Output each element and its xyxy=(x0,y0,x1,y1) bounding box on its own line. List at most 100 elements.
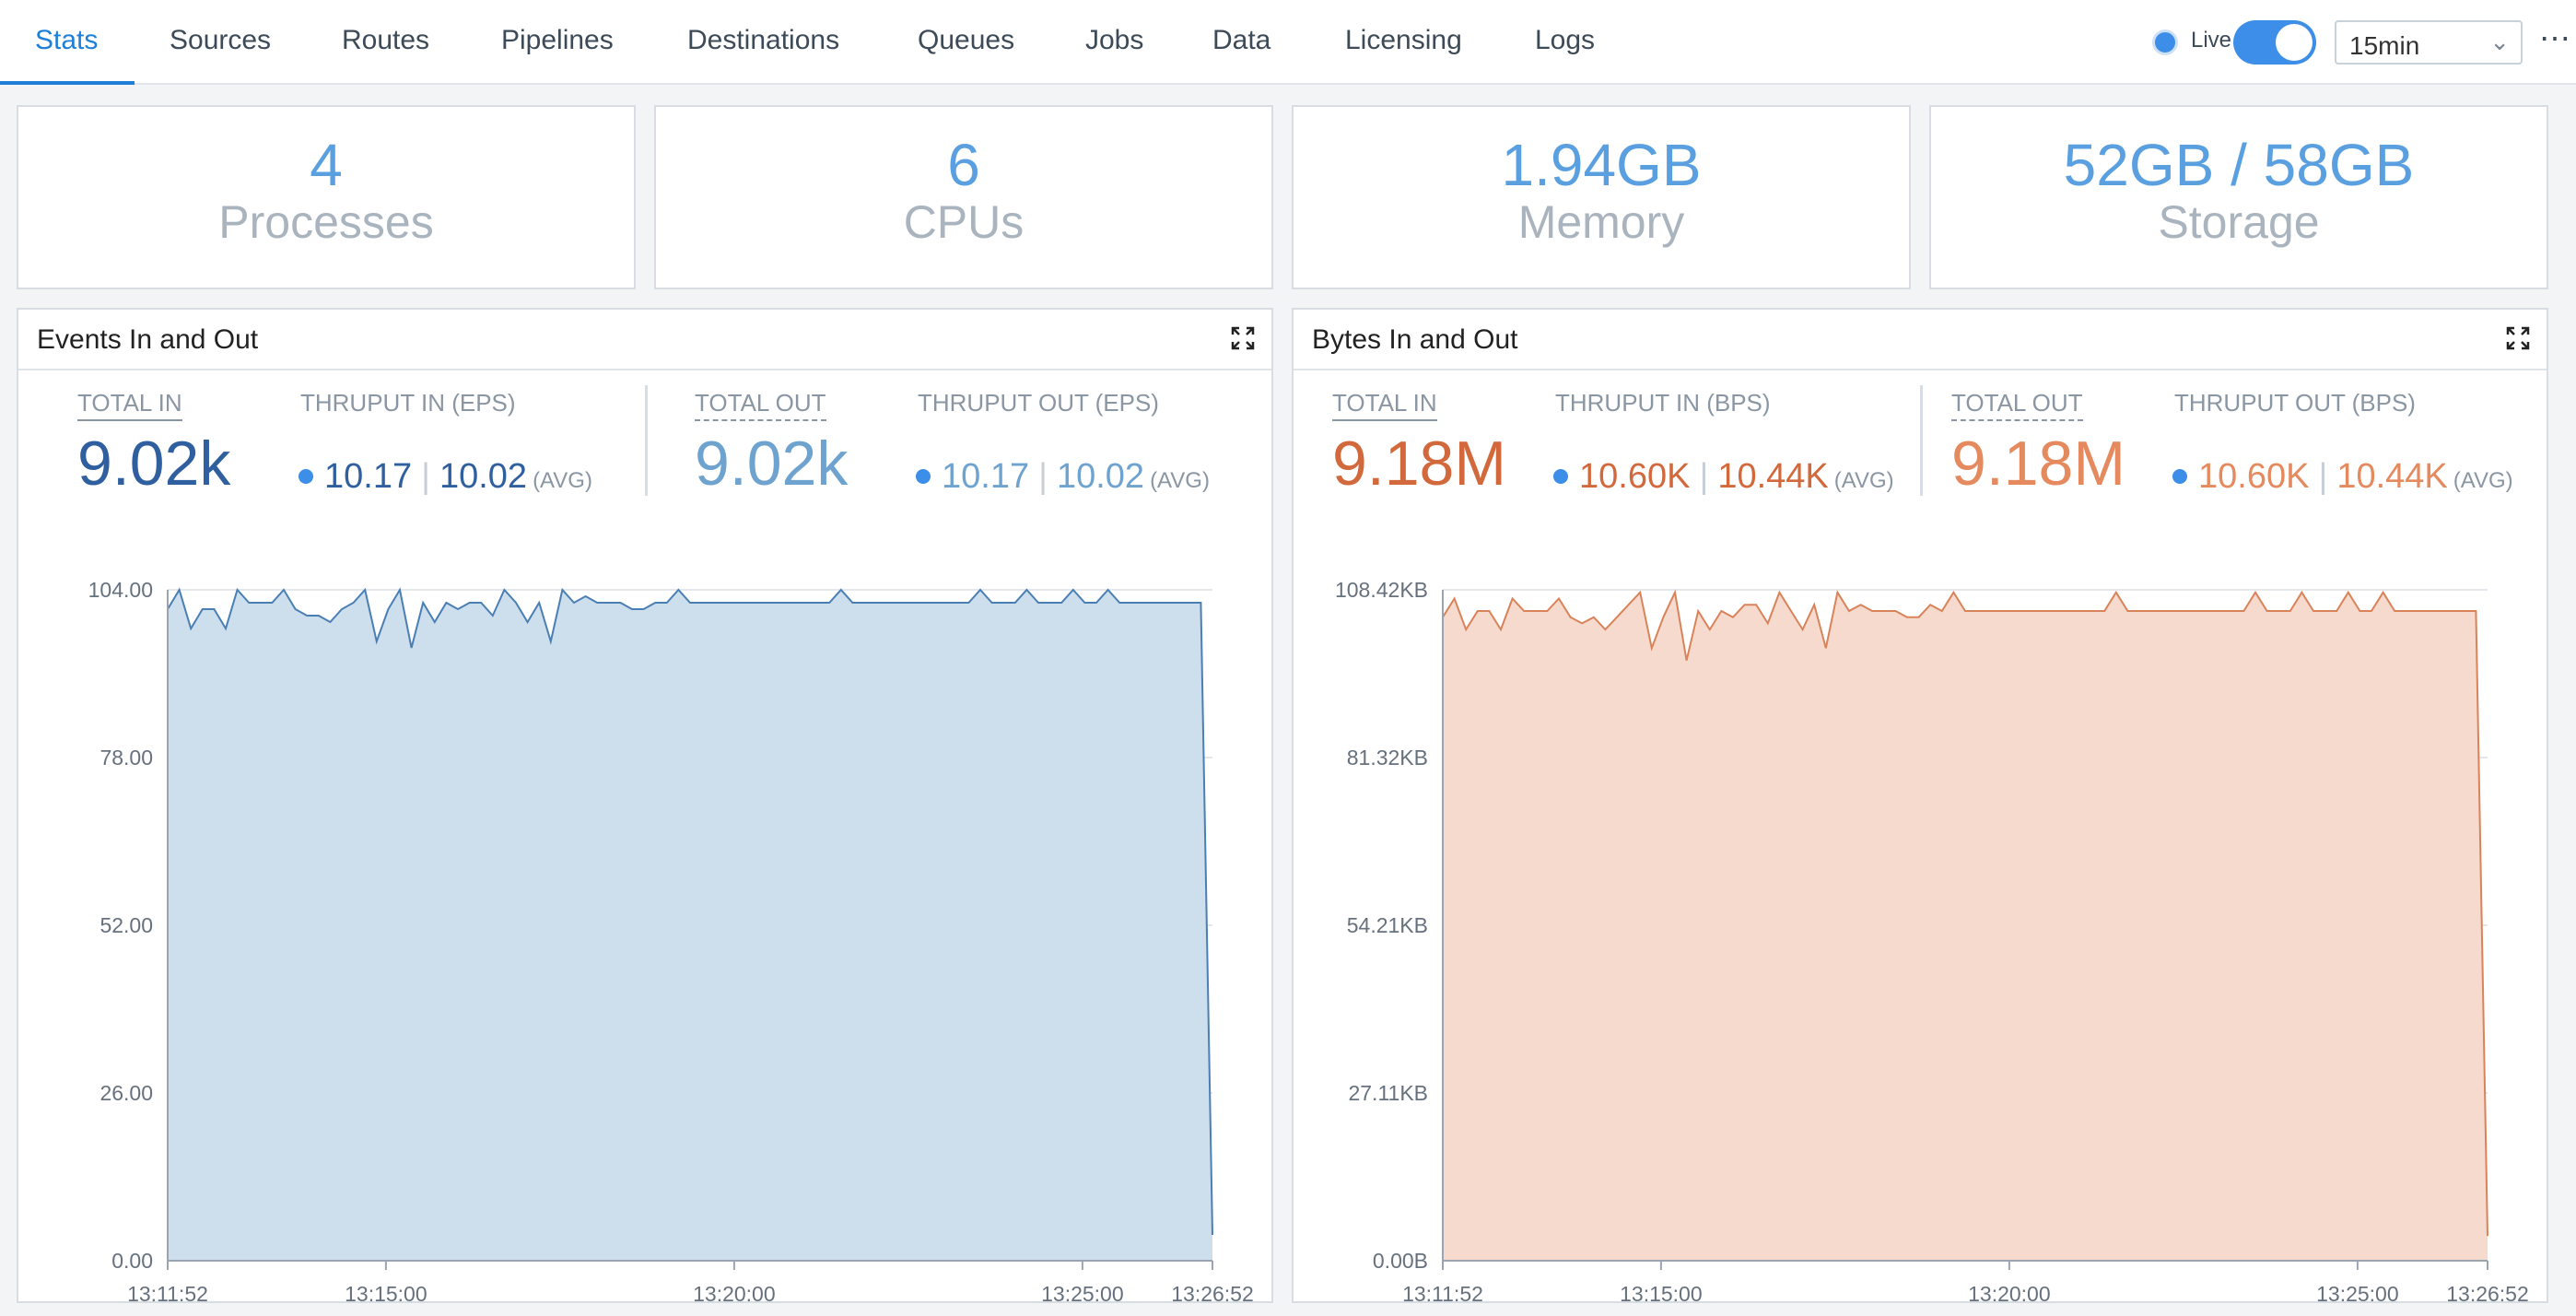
separator: | xyxy=(2318,457,2328,496)
chevron-down-icon: ⌄ xyxy=(2489,28,2510,55)
avg-label: (AVG) xyxy=(2453,468,2513,493)
thruput-out-row: 10.17 | 10.02 (AVG) xyxy=(916,457,1210,497)
total-out-value: 9.18M xyxy=(1951,429,2125,499)
series-area xyxy=(168,590,1212,1261)
stat-value: 1.94GB xyxy=(1501,132,1702,198)
total-out-label: TOTAL OUT xyxy=(695,389,826,421)
y-tick-label: 0.00 xyxy=(111,1249,153,1273)
x-tick-label: 13:26:52 xyxy=(1171,1282,1254,1301)
series-line xyxy=(167,587,1213,1236)
y-tick-label: 26.00 xyxy=(100,1081,153,1105)
x-tick-label: 13:26:52 xyxy=(2446,1282,2529,1301)
thruput-in-avg: 10.02 xyxy=(439,457,528,496)
tab-licensing[interactable]: Licensing xyxy=(1345,25,1462,55)
y-tick-label: 104.00 xyxy=(88,578,153,602)
total-in-value: 9.02k xyxy=(77,429,231,499)
stat-card-memory: 1.94GB Memory xyxy=(1292,105,1911,289)
series-area xyxy=(1443,592,2488,1261)
thruput-out-value: 10.17 xyxy=(942,457,1030,496)
thruput-in-row: 10.60K | 10.44K (AVG) xyxy=(1553,457,1894,497)
top-nav: Stats Sources Routes Pipelines Destinati… xyxy=(0,0,2576,85)
x-tick-label: 13:11:52 xyxy=(1402,1282,1483,1301)
events-panel: Events In and Out TOTAL IN 9.02k THRUPUT… xyxy=(17,308,1273,1303)
tab-jobs[interactable]: Jobs xyxy=(1085,25,1144,55)
stat-label: Storage xyxy=(2158,196,2320,248)
total-in-label: TOTAL IN xyxy=(1332,389,1437,421)
y-tick-label: 52.00 xyxy=(100,913,153,937)
tab-routes[interactable]: Routes xyxy=(342,25,430,55)
events-chart: 0.00 26.00 52.00 78.00 104.00 13:11:52 13:15:0… xyxy=(88,578,1254,1301)
series-dot-icon xyxy=(916,469,931,484)
thruput-out-avg: 10.02 xyxy=(1056,457,1145,496)
metric-divider xyxy=(645,385,648,496)
live-label: Live xyxy=(2191,28,2232,53)
tab-data[interactable]: Data xyxy=(1212,25,1271,55)
thruput-out-row: 10.60K | 10.44K (AVG) xyxy=(2172,457,2513,497)
thruput-in-row: 10.17 | 10.02 (AVG) xyxy=(299,457,592,497)
separator: | xyxy=(1699,457,1709,496)
thruput-out-label: THRUPUT OUT (EPS) xyxy=(918,389,1159,417)
x-tick-label: 13:15:00 xyxy=(345,1282,427,1301)
total-in-value: 9.18M xyxy=(1332,429,1506,499)
series-dot-icon xyxy=(299,469,313,484)
stat-label: Processes xyxy=(218,196,434,248)
avg-label: (AVG) xyxy=(1150,468,1210,493)
bytes-panel: Bytes In and Out TOTAL IN 9.18M THRUPUT … xyxy=(1292,308,2548,1303)
series-line xyxy=(1442,589,2488,1237)
metric-divider xyxy=(1920,385,1923,496)
tab-stats[interactable]: Stats xyxy=(35,25,99,55)
separator: | xyxy=(1038,457,1048,496)
tab-destinations[interactable]: Destinations xyxy=(687,25,840,55)
stat-value: 52GB / 58GB xyxy=(2063,132,2415,198)
tab-pipelines[interactable]: Pipelines xyxy=(501,25,614,55)
thruput-in-avg: 10.44K xyxy=(1717,457,1829,496)
panel-header: Bytes In and Out xyxy=(1294,310,2547,370)
thruput-in-label: THRUPUT IN (EPS) xyxy=(300,389,516,417)
expand-icon[interactable] xyxy=(2506,326,2530,350)
thruput-in-label: THRUPUT IN (BPS) xyxy=(1555,389,1771,417)
stat-value: 6 xyxy=(947,132,980,198)
thruput-out-avg: 10.44K xyxy=(2336,457,2448,496)
y-tick-label: 108.42KB xyxy=(1335,578,1428,602)
x-tick-label: 13:11:52 xyxy=(127,1282,208,1301)
y-tick-label: 27.11KB xyxy=(1348,1081,1428,1105)
thruput-in-value: 10.17 xyxy=(324,457,413,496)
x-tick-label: 13:25:00 xyxy=(2316,1282,2399,1301)
panel-title: Bytes In and Out xyxy=(1312,324,1518,355)
toggle-knob xyxy=(2276,24,2313,61)
avg-label: (AVG) xyxy=(1833,468,1894,493)
y-tick-label: 54.21KB xyxy=(1347,913,1428,937)
y-tick-label: 0.00B xyxy=(1373,1249,1428,1273)
tab-logs[interactable]: Logs xyxy=(1535,25,1596,55)
active-tab-indicator xyxy=(0,81,135,85)
stat-card-cpus: 6 CPUs xyxy=(654,105,1273,289)
stat-card-storage: 52GB / 58GB Storage xyxy=(1929,105,2548,289)
bytes-chart: 0.00B 27.11KB 54.21KB 81.32KB 108.42KB 13:11:… xyxy=(1335,578,2529,1301)
thruput-out-value: 10.60K xyxy=(2198,457,2310,496)
series-dot-icon xyxy=(2172,469,2187,484)
more-options-icon[interactable]: ⋯ xyxy=(2539,21,2571,56)
stat-label: CPUs xyxy=(903,196,1025,248)
x-tick-label: 13:25:00 xyxy=(1041,1282,1124,1301)
total-out-value: 9.02k xyxy=(695,429,849,499)
separator: | xyxy=(421,457,430,496)
y-tick-label: 78.00 xyxy=(100,746,153,770)
x-tick-label: 13:15:00 xyxy=(1620,1282,1703,1301)
time-range-select[interactable]: 15min ⌄ xyxy=(2335,20,2523,65)
live-status-icon xyxy=(2152,29,2178,55)
tab-sources[interactable]: Sources xyxy=(170,25,272,55)
panel-title: Events In and Out xyxy=(37,324,259,355)
time-range-value: 15min xyxy=(2349,31,2420,60)
total-in-label: TOTAL IN xyxy=(77,389,182,421)
expand-icon[interactable] xyxy=(1231,326,1255,350)
x-tick-label: 13:20:00 xyxy=(1968,1282,2051,1301)
x-tick-label: 13:20:00 xyxy=(693,1282,776,1301)
live-toggle[interactable] xyxy=(2233,20,2316,65)
stat-card-processes: 4 Processes xyxy=(17,105,636,289)
stat-label: Memory xyxy=(1517,196,1685,248)
stat-value: 4 xyxy=(310,132,343,198)
series-dot-icon xyxy=(1553,469,1568,484)
panel-header: Events In and Out xyxy=(18,310,1271,370)
tab-queues[interactable]: Queues xyxy=(918,25,1015,55)
y-tick-label: 81.32KB xyxy=(1347,746,1428,770)
